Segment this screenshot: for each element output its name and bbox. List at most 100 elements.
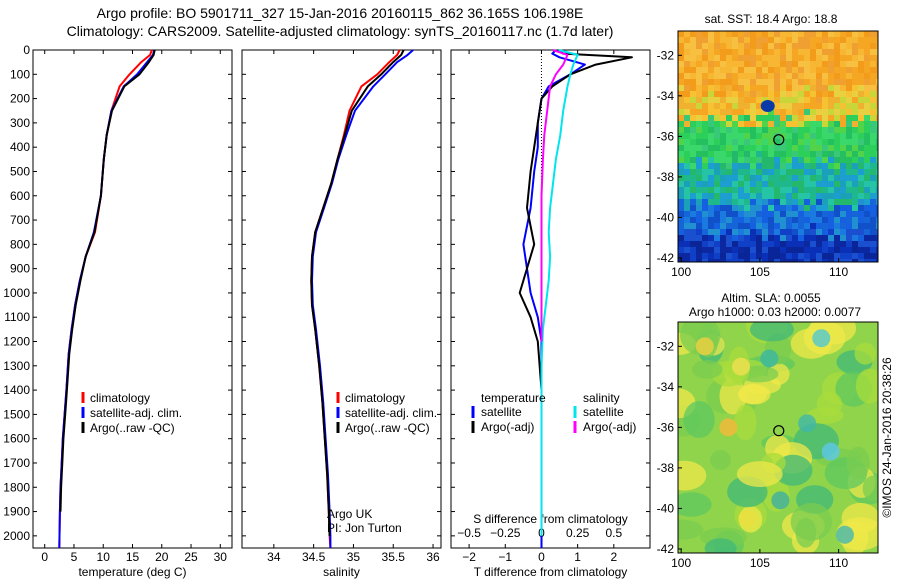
sst-cell: [696, 43, 703, 50]
sst-cell: [774, 217, 781, 224]
sst-cell: [684, 73, 691, 80]
sst-cell: [816, 175, 823, 182]
sst-cell: [690, 67, 697, 74]
sst-cell: [726, 55, 733, 62]
sst-cell: [876, 259, 878, 262]
sst-cell: [750, 43, 757, 50]
sst-cell: [810, 67, 817, 74]
sst-cell: [678, 235, 685, 242]
sst-cell: [702, 127, 709, 134]
sst-cell: [678, 103, 685, 110]
sst-cell: [792, 115, 799, 122]
sst-cell: [804, 79, 811, 86]
map-y-tick-label: -40: [657, 210, 675, 224]
sst-cell: [702, 61, 709, 68]
sst-cell: [702, 91, 709, 98]
sst-cell: [702, 163, 709, 170]
sst-cell: [768, 259, 775, 262]
sst-cell: [810, 193, 817, 200]
sst-cell: [798, 61, 805, 68]
sst-cell: [720, 37, 727, 44]
sst-cell: [834, 97, 841, 104]
sst-cell: [864, 235, 871, 242]
sst-cell: [762, 247, 769, 254]
sst-cell: [834, 163, 841, 170]
sst-cell: [816, 199, 823, 206]
sst-cell: [828, 97, 835, 104]
sst-cell: [762, 169, 769, 176]
sst-cell: [816, 85, 823, 92]
sst-cell: [828, 85, 835, 92]
sst-cell: [744, 169, 751, 176]
sst-cell: [858, 91, 865, 98]
sst-cell: [696, 199, 703, 206]
sst-cell: [804, 229, 811, 236]
sst-cell: [708, 151, 715, 158]
sst-cell: [720, 43, 727, 50]
sst-cell: [708, 61, 715, 68]
sst-cell: [726, 79, 733, 86]
x-tick-label: 1: [574, 550, 581, 564]
series-line-4: [540, 49, 569, 342]
sst-cell: [720, 163, 727, 170]
sst-cell: [786, 253, 793, 260]
sst-cell: [690, 241, 697, 248]
sst-cell: [750, 193, 757, 200]
sst-cell: [804, 157, 811, 164]
x-tick-label: −1: [498, 550, 512, 564]
sla-blob: [678, 492, 712, 517]
sst-cell: [858, 121, 865, 128]
sst-cell: [738, 145, 745, 152]
x-tick-label: 15: [126, 550, 140, 564]
x-tick-label: −2: [462, 550, 476, 564]
sst-cell: [798, 157, 805, 164]
sst-cell: [738, 61, 745, 68]
sst-cell: [720, 121, 727, 128]
sst-cell: [816, 253, 823, 260]
sla-blob: [719, 377, 747, 415]
sst-cell: [876, 43, 878, 50]
sst-cell: [702, 121, 709, 128]
sst-cell: [702, 43, 709, 50]
sst-cell: [810, 223, 817, 230]
sst-cell: [762, 73, 769, 80]
y-tick-label: 800: [10, 237, 30, 251]
sst-cell: [816, 247, 823, 254]
sst-cell: [858, 145, 865, 152]
sst-cell: [858, 67, 865, 74]
sst-cell: [750, 163, 757, 170]
sst-cell: [864, 217, 871, 224]
sst-cell: [678, 175, 685, 182]
sst-cell: [708, 247, 715, 254]
sst-cell: [756, 103, 763, 110]
sst-cell: [774, 121, 781, 128]
sst-cell: [852, 199, 859, 206]
sst-cell: [858, 205, 865, 212]
y-tick-label: 1400: [3, 383, 30, 397]
sst-cell: [768, 187, 775, 194]
sst-cell: [762, 259, 769, 262]
sst-cell: [738, 205, 745, 212]
sst-cell: [702, 235, 709, 242]
sst-cell: [822, 115, 829, 122]
sst-cell: [852, 205, 859, 212]
sst-cell: [714, 121, 721, 128]
sst-cell: [720, 127, 727, 134]
sst-cell: [678, 199, 685, 206]
sst-cell: [810, 109, 817, 116]
sst-cell: [696, 103, 703, 110]
sst-cell: [792, 73, 799, 80]
sst-cell: [762, 199, 769, 206]
sst-cell: [816, 205, 823, 212]
sst-cell: [816, 79, 823, 86]
sst-cell: [798, 55, 805, 62]
sst-cell: [798, 43, 805, 50]
sst-cell: [780, 187, 787, 194]
sst-cell: [792, 181, 799, 188]
sst-cell: [840, 109, 847, 116]
sst-cell: [786, 175, 793, 182]
sst-cell: [876, 79, 878, 86]
top-x-axis-label: S difference from climatology: [473, 512, 628, 526]
sst-cell: [720, 199, 727, 206]
sst-cell: [768, 241, 775, 248]
